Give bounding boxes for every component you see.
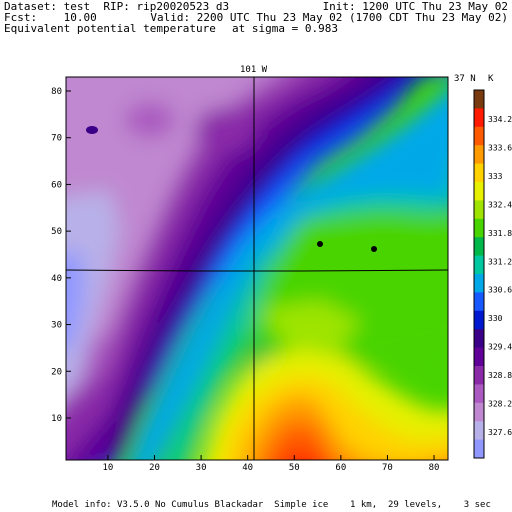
colorbar-swatch (474, 421, 484, 441)
x-tick-label: 80 (429, 463, 440, 473)
contour-fill (66, 77, 448, 460)
colorbar-swatch (474, 310, 484, 330)
x-tick-label: 50 (289, 463, 300, 473)
colorbar-label: 330 (488, 314, 503, 323)
x-tick-label: 20 (149, 463, 160, 473)
colorbar-label: 332.4 (488, 200, 512, 209)
model-info: Model info: V3.5.0 No Cumulus Blackadar … (52, 500, 491, 510)
colorbar-swatch (474, 274, 484, 293)
colorbar-swatch (474, 347, 484, 367)
x-tick-label: 70 (382, 463, 393, 473)
y-tick-label: 70 (51, 134, 62, 144)
colorbar-swatch (474, 163, 484, 183)
y-tick-label: 40 (51, 274, 62, 284)
latitude-line (65, 269, 449, 272)
colorbar-swatch (474, 108, 484, 128)
y-tick-label: 20 (51, 367, 62, 377)
colorbar-frame (473, 89, 485, 459)
colorbar-swatch (474, 145, 484, 165)
colorbar-swatch (474, 255, 484, 275)
colorbar-label: 331.2 (488, 257, 512, 266)
x-tick-label: 40 (242, 463, 253, 473)
axis-ticks: 10 20 30 40 50 60 70 80 10 20 30 40 50 60 70 80 (51, 87, 439, 473)
colorbar-label: 329.4 (488, 343, 512, 352)
x-tick-label: 10 (103, 463, 114, 473)
dataset-line: Dataset: test RIP: rip20020523 d3 (4, 0, 230, 13)
colorbar-swatch (474, 329, 484, 349)
y-tick-label: 50 (51, 227, 62, 237)
fcst-line: Fcst: 10.00 (4, 11, 97, 24)
latitude-label: 37 N (454, 74, 476, 84)
y-tick-label: 30 (51, 321, 62, 331)
colorbar-label: 328.2 (488, 400, 512, 409)
y-tick-label: 10 (51, 414, 62, 424)
y-tick-label: 80 (51, 87, 62, 97)
plot-frame (65, 76, 449, 461)
colorbar-label: 330.6 (488, 286, 512, 295)
colorbar-swatch (474, 366, 484, 385)
colorbar-label: 327.6 (488, 428, 512, 437)
colorbar-swatch (474, 90, 484, 109)
colorbar-swatch (474, 384, 484, 404)
colorbar-label: 331.8 (488, 229, 512, 238)
colorbar-label: 333 (488, 172, 503, 181)
colorbar-label: 328.8 (488, 371, 512, 380)
init-line: Init: 1200 UTC Thu 23 May 02 (322, 0, 508, 13)
colorbar-swatch (474, 439, 484, 459)
colorbar-label: 333.6 (488, 143, 512, 152)
colorbar-swatch (474, 218, 484, 238)
colorbar-swatch (474, 402, 484, 422)
sigma-line: at sigma = 0.983 (232, 22, 338, 35)
valid-line: Valid: 2200 UTC Thu 23 May 02 (1700 CDT … (150, 11, 508, 24)
field-line: Equivalent potential temperature (4, 22, 216, 35)
colorbar-unit: K (488, 74, 494, 84)
colorbar-swatch (474, 182, 484, 201)
longitude-label: 101 W (240, 65, 268, 75)
x-tick-label: 60 (335, 463, 346, 473)
colorbar-swatch (474, 200, 484, 220)
colorbar-swatch (474, 237, 484, 257)
colorbar-swatch (474, 292, 484, 312)
colorbar-label: 334.2 (488, 115, 512, 124)
colorbar-swatch (474, 126, 484, 146)
y-tick-label: 60 (51, 180, 62, 190)
x-tick-label: 30 (196, 463, 207, 473)
